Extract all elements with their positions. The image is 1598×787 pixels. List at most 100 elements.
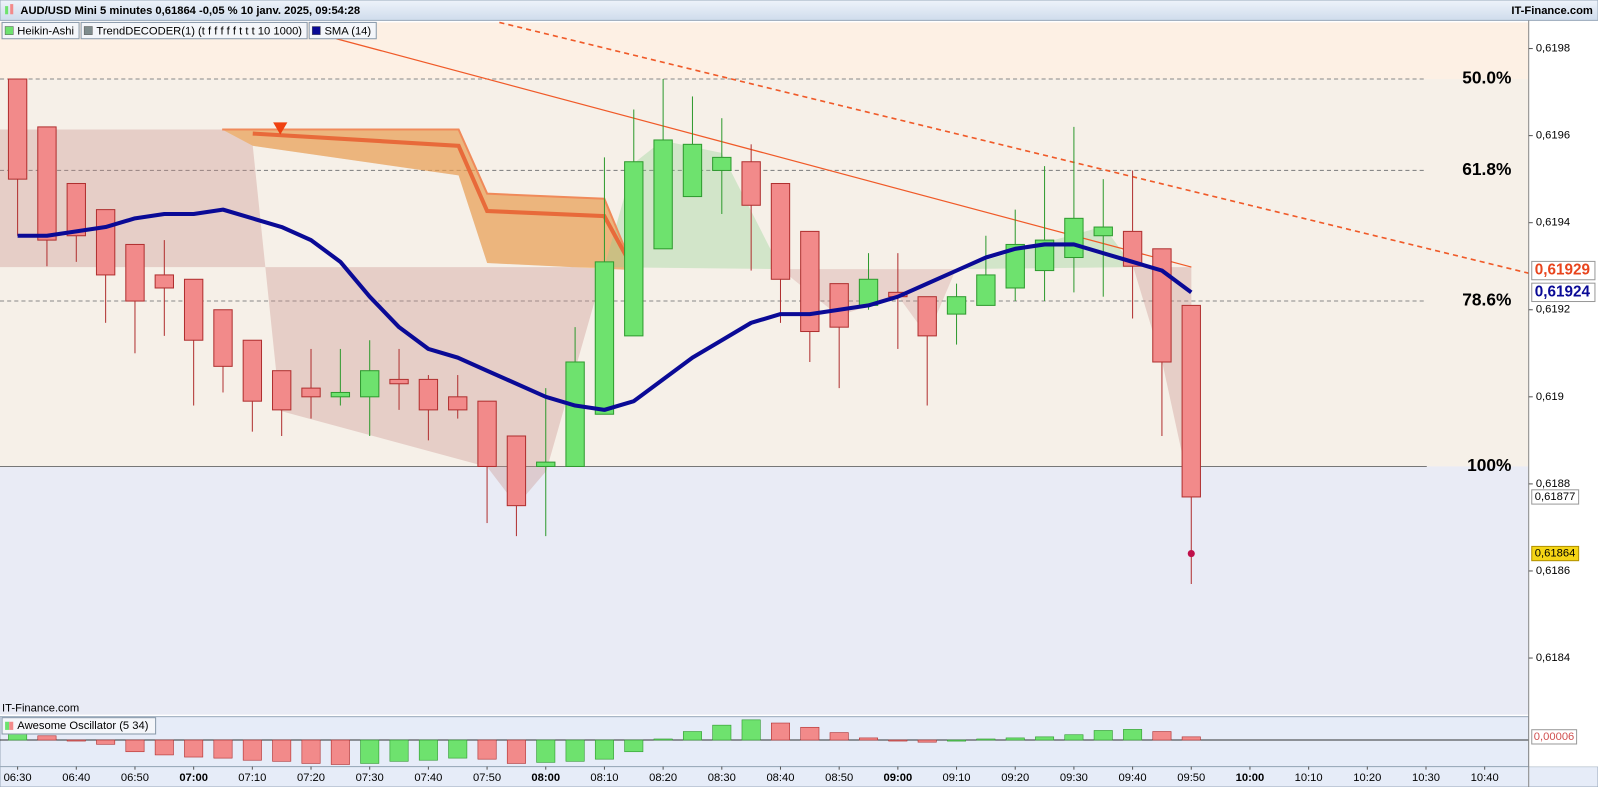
fib-label: 61.8% [1462, 159, 1511, 179]
candle-body [1093, 226, 1113, 237]
candle-body [1181, 304, 1201, 498]
candle-body [741, 161, 761, 206]
legend-label: SMA (14) [324, 26, 371, 38]
ao-bar [1152, 731, 1172, 741]
candle-body [7, 78, 28, 180]
ao-bar [771, 722, 790, 741]
ao-bar [1005, 737, 1025, 741]
ao-bar [1035, 736, 1055, 741]
y-tick-label: 0,6192 [1536, 304, 1570, 316]
x-tick-label: 08:10 [590, 772, 618, 784]
x-tick-label: 09:10 [943, 772, 971, 784]
bear-zone [1133, 267, 1192, 497]
legend-swatch [5, 721, 10, 730]
candle-body [154, 274, 174, 289]
candle-body [829, 283, 849, 328]
icon [5, 6, 9, 15]
y-tick-label: 0,6186 [1536, 565, 1570, 577]
last-price-dot [1187, 549, 1195, 558]
x-tick-label: 07:20 [297, 772, 325, 784]
candle-body [594, 261, 615, 415]
legend: Heikin-Ashi TrendDECODER(1) (t f f f f f … [1, 21, 377, 40]
x-tick-label: 06:40 [62, 772, 90, 784]
candle-body [917, 296, 937, 337]
ao-bar [66, 739, 86, 742]
x-tick-label: 08:30 [708, 772, 736, 784]
price-tag [1531, 489, 1580, 505]
ao-bar [594, 739, 614, 760]
ao-bar [682, 731, 702, 741]
candle-body [506, 435, 527, 507]
candle-body [477, 400, 497, 467]
trend-decoder-zones [0, 122, 1192, 506]
ao-bar [125, 739, 145, 753]
ao-value-tag [1531, 729, 1578, 745]
ao-bar [1181, 736, 1201, 741]
ao-legend: Awesome Oscillator (5 34) [1, 717, 157, 735]
candle-body [1034, 239, 1055, 272]
candle-body [360, 370, 380, 398]
legend-box [80, 21, 308, 40]
legend-swatch [4, 26, 14, 35]
x-tick-label: 10:40 [1471, 772, 1499, 784]
x-tick-label: 09:30 [1060, 772, 1088, 784]
fib-label: 50.0% [1462, 68, 1511, 88]
resistance-band [222, 129, 634, 271]
candle-body [770, 182, 791, 280]
candle-body [213, 309, 233, 367]
ao-bar [800, 726, 820, 741]
y-tick-label: 0,6194 [1536, 217, 1570, 229]
ao-bar [37, 735, 57, 741]
ao-bar [653, 738, 673, 741]
x-tick-label: 10:10 [1295, 772, 1323, 784]
price-tag [1531, 282, 1596, 303]
ao-bar [829, 732, 849, 741]
x-tick-label: 10:20 [1353, 772, 1381, 784]
candle-body [271, 370, 292, 411]
candle-body [418, 378, 439, 411]
ao-bar [242, 739, 262, 761]
ao-bar [565, 739, 585, 762]
candle-body [1064, 217, 1084, 259]
ao-bar [888, 739, 908, 742]
ao-bar [418, 739, 438, 761]
legend-label: Awesome Oscillator (5 34) [17, 720, 148, 732]
plot [0, 78, 1529, 765]
ao-bar [8, 733, 28, 741]
x-tick-label: 07:30 [356, 772, 384, 784]
ao-bar [506, 739, 526, 764]
ao-bar [360, 739, 380, 764]
candle-body [800, 230, 820, 333]
ao-bar [1123, 729, 1143, 741]
legend-box [1, 717, 157, 735]
price-tag [1531, 545, 1580, 562]
x-tick-label: 09:00 [884, 772, 913, 784]
price-tag-label: 0,61864 [1535, 548, 1575, 560]
band-line [252, 131, 636, 272]
candle-body [125, 243, 145, 302]
candle-body [330, 391, 351, 398]
x-tick-label: 08:00 [531, 772, 560, 784]
candle-body [389, 378, 409, 385]
y-tick-label: 0,619 [1536, 391, 1564, 403]
y-tick-label: 0,6196 [1536, 130, 1570, 142]
candle-body [712, 156, 732, 171]
ao-bar [536, 739, 556, 763]
legend-box [308, 21, 377, 40]
candle-body [565, 361, 585, 467]
fib-label: 78.6% [1462, 290, 1511, 310]
x-tick-label: 06:30 [4, 772, 32, 784]
price-tag-label: 0,61924 [1535, 283, 1591, 300]
candle-body [448, 396, 468, 411]
legend-box [1, 21, 80, 40]
ao-bar [213, 739, 233, 759]
candle-body [66, 182, 86, 237]
ao-bar [1064, 734, 1084, 741]
candle-body [95, 209, 116, 276]
ao-bar [96, 739, 116, 745]
price-tag [1531, 260, 1596, 281]
candle-body [536, 461, 556, 467]
ao-bar [712, 724, 732, 741]
